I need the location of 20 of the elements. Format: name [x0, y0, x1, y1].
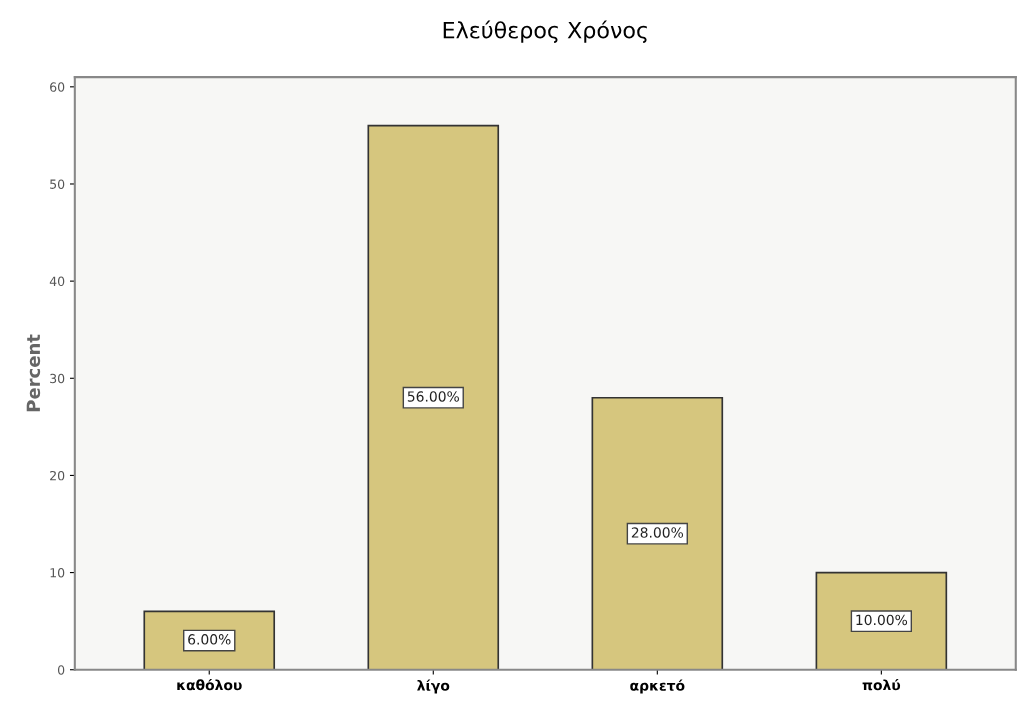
- bar: [591, 396, 724, 670]
- y-tick-label: 0: [57, 665, 65, 675]
- bar: [367, 124, 500, 670]
- x-tick-label: πολύ: [862, 678, 901, 691]
- y-axis-title: Percent: [26, 334, 41, 412]
- y-tick-label: 30: [50, 373, 65, 384]
- y-tick-label: 60: [50, 82, 65, 92]
- data-label: 56.00%: [407, 391, 459, 402]
- y-tick-label: 40: [49, 276, 65, 287]
- y-tick-label: 10: [50, 568, 65, 578]
- y-tick-label: 50: [50, 179, 65, 189]
- data-label: 10.00%: [856, 614, 908, 626]
- x-tick-label: λίγο: [417, 679, 450, 694]
- x-tick-label: αρκετό: [630, 679, 685, 694]
- y-tick-label: 20: [50, 470, 65, 481]
- data-label: 28.00%: [631, 527, 684, 538]
- bar: [815, 571, 948, 670]
- chart-title: Ελεύθερος Χρόνος: [443, 20, 647, 43]
- x-tick-label: καθόλου: [177, 678, 242, 691]
- data-label: 6.00%: [188, 634, 231, 645]
